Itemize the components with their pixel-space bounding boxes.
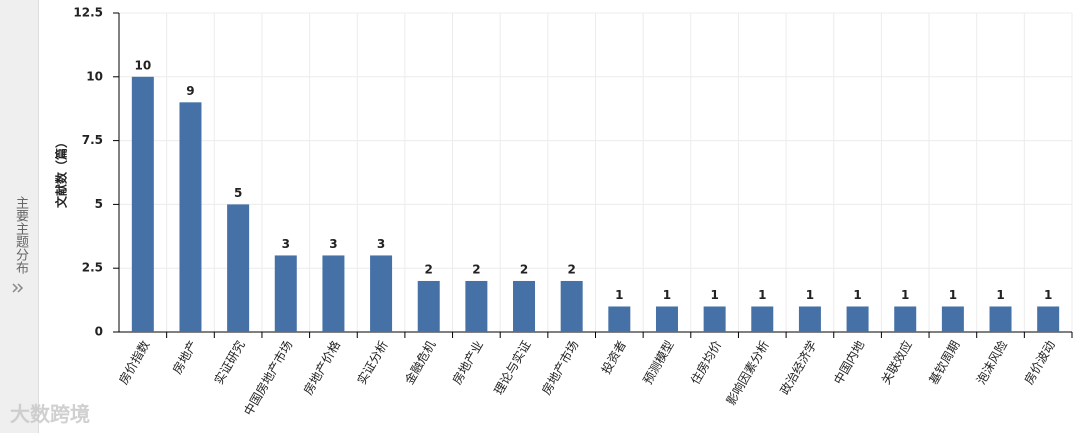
x-tick-label: 中国内地: [830, 338, 867, 387]
bar: [179, 102, 202, 332]
value-label: 1: [663, 288, 671, 302]
value-label: 3: [377, 237, 385, 251]
x-tick-label: 预测模型: [640, 338, 676, 387]
x-tick-label: 房地产业: [449, 338, 486, 387]
x-tick-label: 住房均价: [687, 338, 724, 387]
bar: [655, 306, 678, 332]
x-tick-label: 房价波动: [1021, 338, 1058, 387]
x-tick-label: 投资者: [598, 338, 629, 377]
y-tick-label: 7.5: [82, 133, 103, 147]
value-label: 1: [1044, 288, 1052, 302]
x-tick-label: 房地产市场: [538, 338, 581, 397]
bar: [798, 306, 821, 332]
value-label: 1: [806, 288, 814, 302]
x-tick-label: 房地产价格: [300, 338, 343, 397]
value-label: 1: [949, 288, 957, 302]
bar: [417, 280, 440, 332]
value-label: 5: [234, 186, 242, 200]
x-tick-label: 泡沫风险: [973, 338, 1010, 387]
sidebar[interactable]: 主要主题分布: [0, 0, 39, 433]
bar: [941, 306, 964, 332]
x-tick-label: 金融危机: [401, 338, 438, 387]
x-tick-label: 房地产: [169, 338, 200, 377]
value-label: 2: [425, 262, 433, 276]
bar: [131, 76, 154, 332]
bar: [465, 280, 488, 332]
x-tick-label: 中国房地产市场: [240, 338, 295, 418]
y-tick-label: 12.5: [73, 6, 103, 20]
bar: [322, 255, 345, 332]
bar: [703, 306, 726, 332]
x-tick-label: 实证研究: [211, 338, 248, 387]
value-label: 1: [710, 288, 718, 302]
value-label: 1: [758, 288, 766, 302]
sidebar-label[interactable]: 主要主题分布: [13, 196, 28, 274]
value-label: 9: [186, 84, 194, 98]
x-tick-label: 基钦周期: [926, 338, 962, 387]
value-label: 10: [134, 58, 151, 72]
bar: [989, 306, 1012, 332]
value-label: 3: [282, 237, 290, 251]
bar: [846, 306, 869, 332]
x-tick-label: 实证分析: [354, 338, 391, 387]
expand-icon[interactable]: [0, 0, 38, 433]
bar: [227, 204, 250, 332]
y-tick-label: 5: [95, 197, 103, 211]
value-label: 2: [472, 262, 480, 276]
y-tick-label: 0: [95, 325, 103, 339]
watermark: 大数跨境: [10, 402, 90, 426]
value-label: 1: [901, 288, 909, 302]
x-tick-label: 房价指数: [115, 338, 152, 387]
value-label: 1: [996, 288, 1004, 302]
value-label: 1: [853, 288, 861, 302]
x-tick-label: 影响因素分析: [723, 338, 772, 408]
bar: [894, 306, 917, 332]
y-tick-label: 2.5: [82, 261, 103, 275]
y-axis-label: 文献数（篇）: [54, 136, 69, 208]
y-tick-label: 10: [86, 69, 103, 83]
bar: [608, 306, 631, 332]
bar: [751, 306, 774, 332]
x-tick-label: 政治经济学: [777, 338, 820, 397]
bar: [1037, 306, 1060, 332]
bar: [370, 255, 393, 332]
value-label: 2: [520, 262, 528, 276]
bar: [560, 280, 583, 332]
value-label: 2: [567, 262, 575, 276]
bar: [274, 255, 297, 332]
x-tick-label: 关联效应: [878, 338, 915, 387]
value-label: 3: [329, 237, 337, 251]
bar: [513, 280, 536, 332]
value-label: 1: [615, 288, 623, 302]
x-tick-label: 理论与实证: [491, 338, 534, 397]
